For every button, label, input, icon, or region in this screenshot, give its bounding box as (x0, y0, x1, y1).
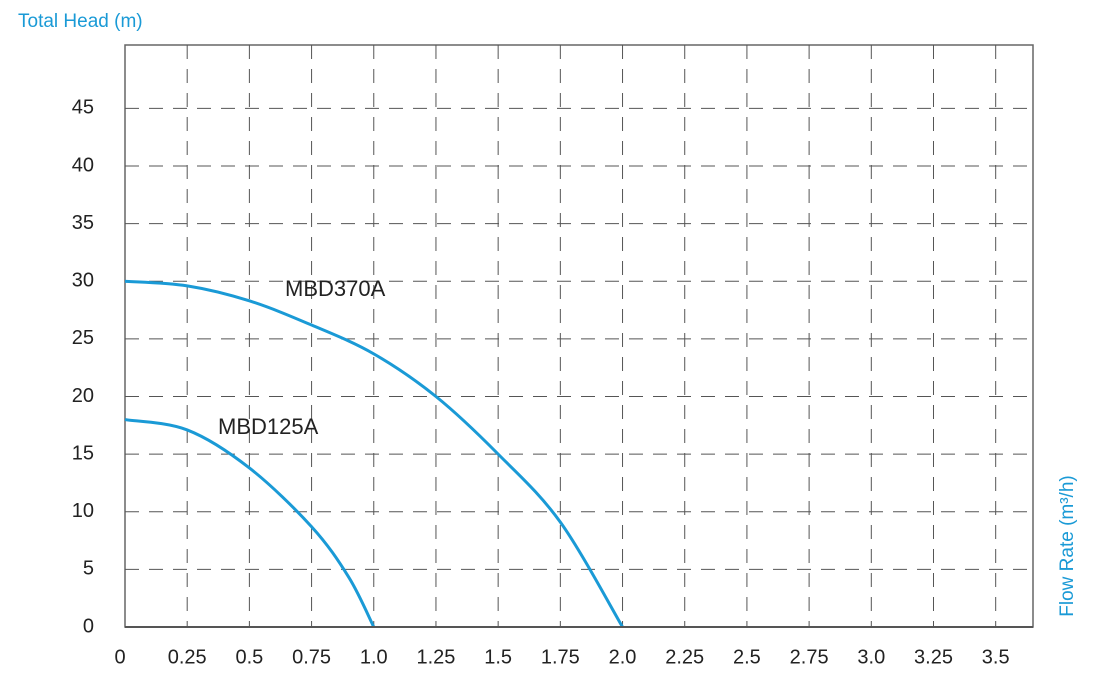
x-tick-label: 3.25 (914, 646, 953, 668)
y-tick-label: 25 (72, 327, 94, 349)
series-label: MBD370A (285, 276, 386, 301)
y-tick-label: 45 (72, 97, 94, 119)
y-tick-label: 30 (72, 270, 94, 292)
x-tick-label: 2.0 (609, 646, 637, 668)
x-tick-label: 3.5 (982, 646, 1010, 668)
x-tick-label: 0.75 (292, 646, 331, 668)
x-tick-label: 0.25 (168, 646, 207, 668)
x-tick-label: 0 (114, 646, 125, 668)
y-tick-label: 15 (72, 442, 94, 464)
y-tick-label: 40 (72, 154, 94, 176)
y-tick-label: 5 (83, 558, 94, 580)
y-tick-label: 0 (83, 615, 94, 637)
y-tick-label: 10 (72, 500, 94, 522)
x-tick-label: 2.25 (665, 646, 704, 668)
series-label: MBD125A (218, 414, 319, 439)
x-axis-title: Flow Rate (m³/h) (1057, 475, 1078, 616)
x-tick-label: 2.5 (733, 646, 761, 668)
x-tick-label: 1.5 (484, 646, 512, 668)
x-tick-label: 1.25 (416, 646, 455, 668)
plot-frame (124, 44, 1034, 628)
x-tick-label: 3.0 (857, 646, 885, 668)
y-tick-label: 35 (72, 212, 94, 234)
x-tick-label: 1.0 (360, 646, 388, 668)
x-tick-label: 1.75 (541, 646, 580, 668)
curve (124, 279, 624, 628)
y-tick-label: 20 (72, 385, 94, 407)
x-tick-label: 0.5 (235, 646, 263, 668)
y-axis-title: Total Head (m) (18, 11, 143, 32)
x-tick-label: 2.75 (790, 646, 829, 668)
curve (124, 418, 376, 628)
